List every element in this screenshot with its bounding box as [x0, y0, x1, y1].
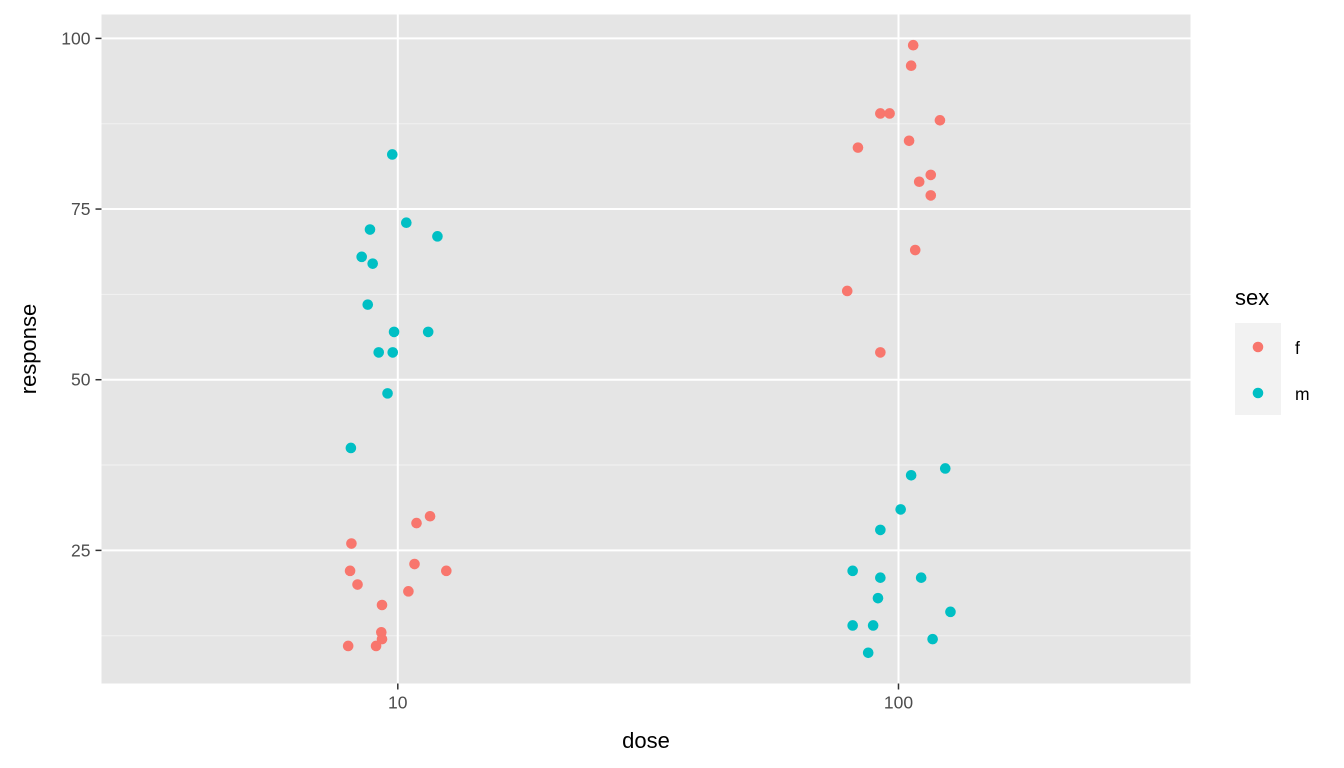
point-m [364, 224, 376, 235]
data-points [342, 39, 956, 659]
point-f [441, 565, 452, 577]
point-m [915, 572, 927, 583]
legend-label-f: f [1295, 338, 1300, 358]
point-f [909, 244, 921, 256]
point-f [409, 558, 420, 570]
point-f [346, 538, 357, 549]
point-m [373, 347, 385, 358]
point-m [867, 620, 879, 631]
point-m [847, 620, 858, 631]
point-m [345, 442, 357, 454]
y-tick-label: 50 [71, 370, 91, 390]
point-m [939, 463, 951, 474]
legend-label-m: m [1295, 384, 1310, 404]
y-tick-label: 75 [71, 199, 90, 219]
point-f [925, 190, 937, 201]
legend: sex f m [1235, 285, 1310, 415]
point-f [376, 633, 388, 645]
point-f [344, 565, 356, 577]
point-m [927, 633, 938, 645]
point-m [401, 217, 412, 229]
point-f [376, 599, 388, 611]
x-axis: 10 100 [388, 683, 913, 713]
minor-gridlines [101, 123, 1191, 637]
point-f [925, 169, 937, 181]
x-tick-label: 10 [388, 693, 408, 713]
point-f [934, 115, 946, 126]
point-m [422, 326, 434, 338]
point-f [411, 517, 422, 529]
legend-key-m [1252, 387, 1264, 399]
point-f [352, 579, 363, 590]
plot-panel [101, 14, 1191, 684]
point-f [884, 108, 895, 119]
y-axis-title: response [16, 304, 41, 395]
point-m [847, 565, 858, 577]
point-m [367, 258, 378, 269]
point-f [875, 108, 886, 119]
point-m [388, 326, 400, 338]
point-f [342, 640, 354, 652]
point-m [905, 469, 917, 481]
point-f [907, 39, 919, 51]
point-m [382, 388, 393, 399]
point-f [903, 135, 915, 147]
point-f [852, 142, 864, 153]
point-m [356, 251, 367, 263]
x-tick-label: 100 [884, 693, 913, 713]
legend-key-f [1252, 341, 1264, 353]
point-m [872, 592, 884, 604]
point-m [895, 504, 906, 515]
point-m [945, 606, 956, 618]
point-m [362, 299, 374, 310]
point-f [403, 586, 414, 597]
point-m [432, 231, 443, 242]
legend-title: sex [1235, 285, 1269, 310]
legend-key-background [1235, 323, 1281, 415]
point-f [841, 285, 853, 297]
point-m [875, 524, 886, 536]
point-m [875, 572, 886, 583]
point-f [875, 347, 886, 358]
y-tick-label: 25 [71, 540, 90, 560]
y-tick-label: 100 [61, 28, 90, 48]
point-f [370, 640, 382, 652]
major-gridlines [101, 14, 1191, 684]
point-f [913, 176, 925, 188]
point-m [386, 149, 398, 160]
point-m [862, 647, 874, 659]
y-axis: 25 50 75 100 [61, 28, 102, 560]
point-m [387, 347, 399, 358]
x-axis-title: dose [622, 728, 670, 753]
point-f [424, 510, 436, 522]
point-f [905, 60, 917, 71]
